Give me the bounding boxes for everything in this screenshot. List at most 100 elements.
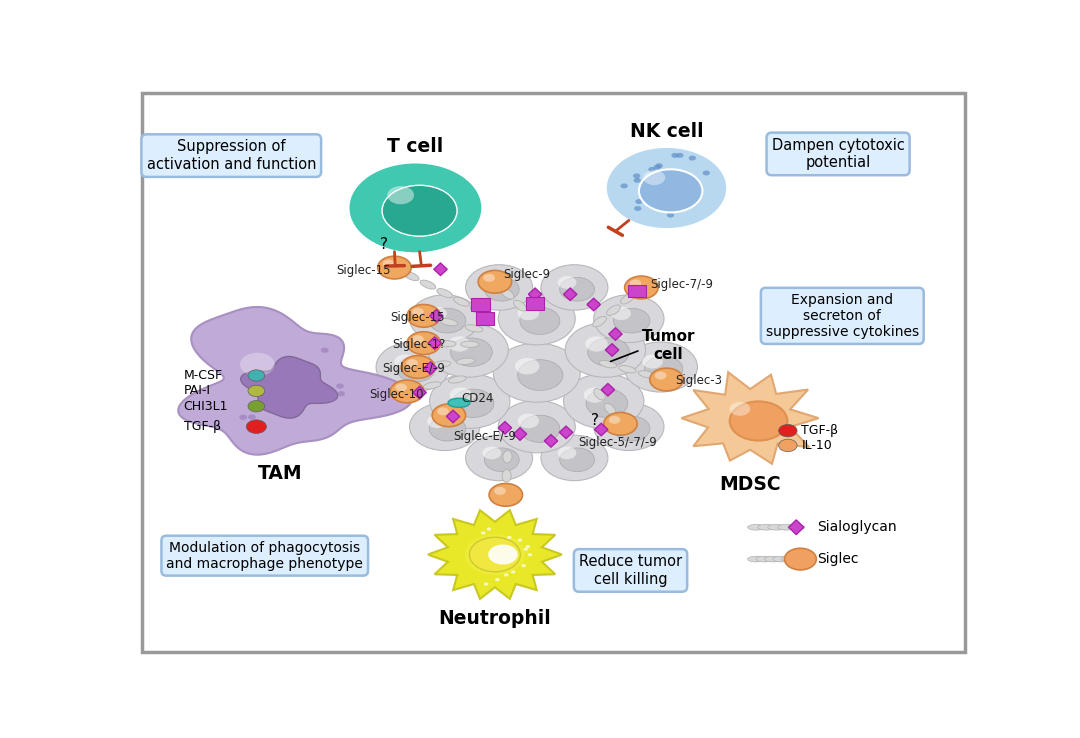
Text: Siglec-E/-9: Siglec-E/-9: [382, 362, 445, 375]
Circle shape: [406, 359, 418, 367]
Ellipse shape: [758, 525, 774, 530]
Circle shape: [382, 185, 457, 236]
Ellipse shape: [399, 388, 416, 395]
Ellipse shape: [448, 399, 470, 407]
Circle shape: [475, 541, 515, 568]
Polygon shape: [681, 372, 819, 463]
Circle shape: [519, 307, 559, 334]
Circle shape: [407, 305, 441, 327]
Polygon shape: [428, 337, 442, 349]
Circle shape: [689, 156, 696, 161]
Polygon shape: [430, 310, 443, 322]
Circle shape: [248, 370, 265, 382]
Circle shape: [336, 384, 343, 389]
Circle shape: [624, 342, 698, 392]
Circle shape: [390, 380, 423, 403]
Circle shape: [495, 578, 500, 582]
Polygon shape: [178, 307, 413, 455]
Circle shape: [427, 307, 447, 320]
Circle shape: [654, 371, 666, 379]
Polygon shape: [602, 384, 615, 396]
Circle shape: [517, 359, 563, 390]
Circle shape: [478, 270, 512, 293]
Circle shape: [507, 536, 512, 539]
Text: Siglec-15: Siglec-15: [390, 311, 445, 324]
Circle shape: [453, 389, 494, 418]
Ellipse shape: [638, 370, 656, 378]
Circle shape: [541, 265, 608, 310]
Circle shape: [246, 420, 267, 433]
Text: ?: ?: [592, 413, 599, 429]
Ellipse shape: [768, 525, 784, 530]
Circle shape: [429, 308, 465, 333]
Polygon shape: [594, 424, 608, 435]
Circle shape: [648, 167, 656, 172]
Polygon shape: [513, 428, 527, 441]
Text: Tumor
cell: Tumor cell: [642, 329, 694, 362]
Circle shape: [559, 448, 594, 472]
Ellipse shape: [621, 294, 634, 304]
Ellipse shape: [465, 325, 483, 332]
Circle shape: [633, 173, 640, 179]
Circle shape: [378, 256, 411, 279]
Circle shape: [676, 153, 684, 158]
Circle shape: [656, 163, 663, 168]
Circle shape: [511, 570, 515, 573]
Circle shape: [583, 387, 606, 403]
Circle shape: [430, 374, 510, 428]
Circle shape: [504, 573, 509, 576]
Circle shape: [609, 416, 620, 424]
Circle shape: [484, 448, 519, 472]
Ellipse shape: [433, 361, 450, 368]
Ellipse shape: [463, 393, 476, 404]
Circle shape: [396, 356, 435, 382]
Circle shape: [779, 439, 797, 452]
Circle shape: [448, 337, 471, 351]
Circle shape: [450, 338, 492, 366]
Ellipse shape: [501, 289, 514, 299]
Circle shape: [240, 353, 274, 376]
Circle shape: [248, 415, 256, 420]
Ellipse shape: [387, 263, 403, 272]
Text: Siglec-10: Siglec-10: [369, 387, 423, 401]
Circle shape: [248, 401, 265, 412]
Circle shape: [486, 528, 491, 531]
Polygon shape: [627, 285, 647, 297]
Circle shape: [428, 323, 509, 377]
Text: Dampen cytotoxic
potential: Dampen cytotoxic potential: [771, 138, 905, 170]
Ellipse shape: [756, 556, 773, 562]
Circle shape: [613, 416, 650, 441]
Text: Siglec-3: Siglec-3: [675, 373, 721, 387]
Circle shape: [483, 276, 501, 289]
Ellipse shape: [765, 556, 781, 562]
Circle shape: [437, 407, 449, 415]
Text: TGF-β: TGF-β: [801, 424, 838, 437]
Circle shape: [730, 401, 787, 441]
Ellipse shape: [436, 289, 453, 297]
Circle shape: [494, 343, 580, 402]
Circle shape: [483, 446, 501, 459]
Text: Siglec-1?: Siglec-1?: [392, 338, 445, 351]
Polygon shape: [446, 410, 460, 423]
Circle shape: [388, 186, 414, 204]
Polygon shape: [472, 298, 490, 311]
Circle shape: [650, 368, 684, 391]
Circle shape: [586, 389, 627, 418]
Circle shape: [382, 260, 394, 268]
Text: ?: ?: [380, 238, 389, 252]
Polygon shape: [528, 288, 542, 300]
Circle shape: [588, 338, 630, 366]
Ellipse shape: [747, 525, 765, 530]
Circle shape: [465, 435, 532, 480]
Circle shape: [483, 274, 495, 282]
Circle shape: [688, 201, 696, 207]
Text: Siglec-5/-7/-9: Siglec-5/-7/-9: [579, 435, 658, 449]
Circle shape: [557, 276, 577, 289]
Text: Sialoglycan: Sialoglycan: [818, 520, 896, 534]
Circle shape: [413, 335, 423, 343]
Circle shape: [248, 385, 265, 396]
Circle shape: [484, 582, 488, 586]
Circle shape: [522, 564, 526, 568]
Polygon shape: [475, 312, 494, 325]
Circle shape: [594, 403, 664, 450]
